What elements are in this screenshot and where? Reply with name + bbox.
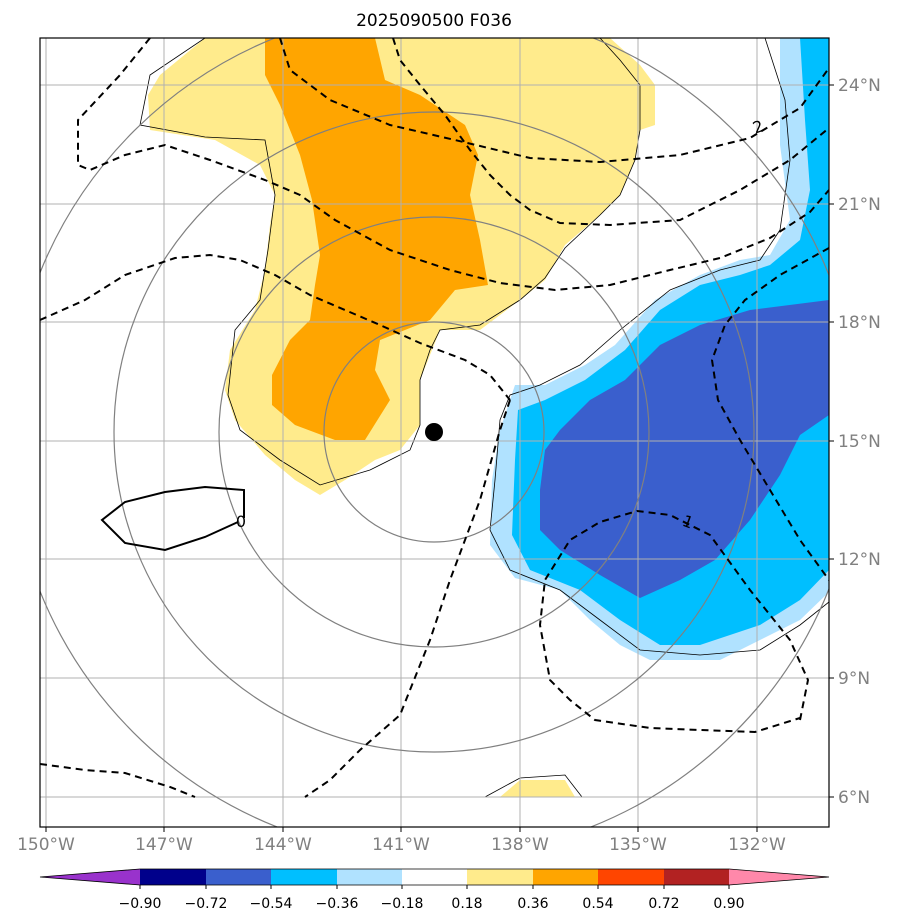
lon-tick-label: 141°W xyxy=(372,835,430,855)
colorbar-segment xyxy=(402,869,467,885)
dashed-contour-1 xyxy=(538,509,810,734)
zero-contour-south xyxy=(484,774,583,798)
colorbar-tick-label: −0.72 xyxy=(185,896,228,912)
colorbar-segment xyxy=(533,869,598,885)
storm-center-marker xyxy=(425,423,443,441)
lat-tick-label: 18°N xyxy=(838,313,881,333)
lat-lon-grid xyxy=(40,38,829,827)
lat-tick-label: 12°N xyxy=(838,550,881,570)
lat-tick-label: 9°N xyxy=(838,669,870,689)
lon-tick-label: 138°W xyxy=(491,835,549,855)
colorbar-tick-label: −0.54 xyxy=(250,896,293,912)
lon-tick-label: 132°W xyxy=(728,835,786,855)
colorbar-segment xyxy=(337,869,402,885)
positive-anomaly-054-region xyxy=(265,38,488,440)
map-frame xyxy=(39,37,830,828)
zero-contour-north xyxy=(139,38,641,486)
lat-tick-label: 15°N xyxy=(838,432,881,452)
dashed-contour-north xyxy=(392,38,829,227)
colorbar-tick-label: 0.18 xyxy=(451,896,482,912)
zero-contour-east xyxy=(489,38,829,656)
colorbar-extend-low xyxy=(40,869,140,885)
dashed-contour-southwest xyxy=(40,763,196,798)
range-ring-1 xyxy=(323,321,545,543)
solid-contour-0 xyxy=(100,485,245,552)
colorbar-tick-label: 0.90 xyxy=(713,896,744,912)
dashed-contour-central xyxy=(304,399,511,798)
dashed-contour-2 xyxy=(279,38,829,164)
colorbar-segment xyxy=(664,869,729,885)
contour-label-2: 2 xyxy=(750,116,766,137)
lat-tick-label: 21°N xyxy=(838,195,881,215)
colorbar-segment xyxy=(467,869,533,885)
range-ring-3 xyxy=(113,111,755,753)
chart-title: 2025090500 F036 xyxy=(356,11,512,31)
colorbar-tick-label: −0.90 xyxy=(119,896,162,912)
lon-tick-label: 147°W xyxy=(135,835,193,855)
lat-tick-label: 6°N xyxy=(838,788,870,808)
lon-tick-labels: 150°W 147°W 144°W 141°W 138°W 135°W 132°… xyxy=(17,835,786,855)
colorbar-segment xyxy=(598,869,664,885)
colorbar-tick-label: 0.54 xyxy=(582,896,613,912)
colorbar: −0.90 −0.72 −0.54 −0.36 −0.18 0.18 0.36 … xyxy=(39,868,830,912)
dashed-contour-northwest xyxy=(77,38,829,292)
lat-tick-labels: 24°N 21°N 18°N 15°N 12°N 9°N 6°N xyxy=(838,76,881,808)
colorbar-extend-high xyxy=(729,869,829,885)
colorbar-tick-label: 0.36 xyxy=(517,896,548,912)
lon-tick-label: 144°W xyxy=(254,835,312,855)
dashed-contours xyxy=(40,38,829,798)
colorbar-segment xyxy=(271,869,337,885)
dashed-contour-east xyxy=(710,247,829,581)
map-area: 2 1 0 xyxy=(40,38,829,827)
colorbar-tick-label: 0.72 xyxy=(648,896,679,912)
colorbar-tick-label: −0.36 xyxy=(316,896,359,912)
lat-tick-label: 24°N xyxy=(838,76,881,96)
range-rings xyxy=(40,38,829,827)
colorbar-tick-label: −0.18 xyxy=(381,896,424,912)
colorbar-segment xyxy=(140,869,206,885)
range-ring-2 xyxy=(218,216,650,648)
lon-tick-label: 135°W xyxy=(609,835,667,855)
colorbar-ticks xyxy=(139,885,730,889)
axis-tick-marks xyxy=(45,84,834,832)
positive-anomaly-036-small-region xyxy=(500,780,575,797)
contour-label-0: 0 xyxy=(236,512,246,531)
colorbar-segment xyxy=(206,869,271,885)
lon-tick-label: 150°W xyxy=(17,835,75,855)
